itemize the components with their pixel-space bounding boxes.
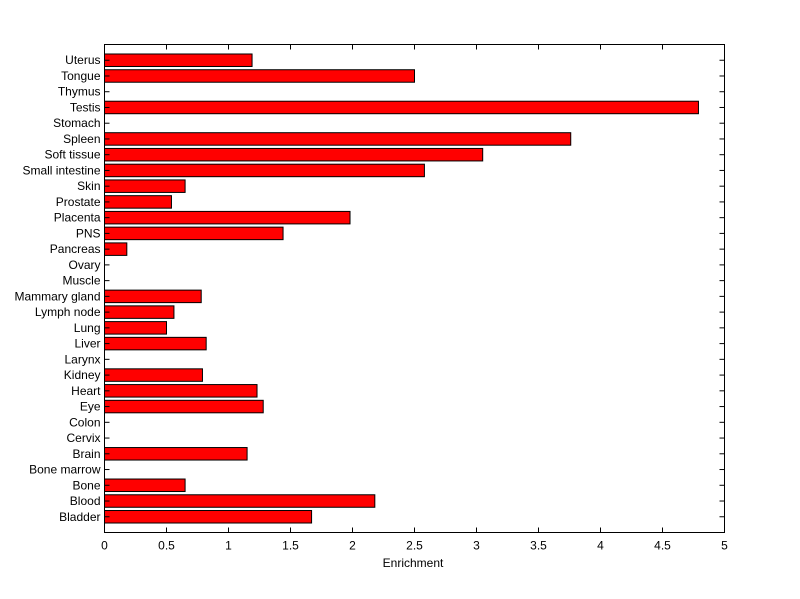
category-label: Bone [72, 478, 100, 492]
category-label: Ovary [68, 258, 100, 272]
category-label: Muscle [62, 274, 100, 288]
category-label: Kidney [64, 368, 101, 382]
category-label: Blood [70, 494, 101, 508]
category-label: Larynx [64, 352, 100, 366]
bar-mammary-gland [104, 289, 202, 304]
category-label: Bladder [59, 510, 100, 524]
bars-group [104, 53, 699, 524]
x-tick-label: 1 [225, 539, 232, 553]
category-label: Liver [74, 337, 100, 351]
bar-blood [104, 494, 376, 508]
category-label: Placenta [54, 211, 101, 225]
bar-small-intestine [104, 163, 425, 178]
category-label: Brain [72, 447, 100, 461]
x-tick-label: 0.5 [158, 539, 175, 553]
x-tick-label: 3.5 [530, 539, 547, 553]
bar-lung [104, 321, 167, 335]
bar-spleen [104, 132, 572, 146]
x-tick-label: 0 [101, 539, 108, 553]
category-label: Colon [69, 415, 100, 429]
category-label: Pancreas [50, 242, 101, 256]
bar-uterus [104, 53, 253, 67]
x-axis-title: Enrichment [383, 556, 444, 570]
category-label: Spleen [63, 132, 100, 146]
bar-kidney [104, 368, 203, 382]
x-tick-label: 5 [721, 539, 728, 553]
category-label: Cervix [66, 431, 100, 445]
category-label: Skin [77, 179, 100, 193]
bar-heart [104, 384, 258, 398]
x-tick-label: 4 [597, 539, 604, 553]
bar-testis [104, 100, 699, 115]
x-tick-label: 2.5 [406, 539, 423, 553]
bar-brain [104, 447, 248, 461]
category-label: Testis [70, 100, 101, 114]
bar-tongue [104, 69, 415, 83]
bar-bone [104, 478, 186, 493]
x-tick-label: 3 [473, 539, 480, 553]
bar-eye [104, 399, 264, 414]
bar-skin [104, 179, 186, 193]
x-tick-label: 1.5 [282, 539, 299, 553]
plot-frame [104, 44, 725, 533]
bar-placenta [104, 210, 351, 225]
x-tick-labels-group: 0 0.5 1 1.5 2 2.5 3 3.5 4 4.5 5 [101, 539, 728, 553]
category-label: Mammary gland [14, 289, 100, 303]
category-label: Bone marrow [29, 463, 101, 477]
x-tick-label: 4.5 [654, 539, 671, 553]
category-label: Tongue [61, 69, 101, 83]
bar-lymph-node [104, 305, 175, 319]
bar-bladder [104, 510, 313, 524]
category-label: Soft tissue [44, 148, 100, 162]
bar-liver [104, 336, 207, 351]
category-label: Lung [74, 321, 101, 335]
category-label: Lymph node [35, 305, 101, 319]
category-label: Eye [80, 400, 101, 414]
category-label: PNS [76, 226, 101, 240]
category-label: Uterus [65, 53, 100, 67]
bar-soft-tissue [104, 147, 484, 162]
x-tick-label: 2 [349, 539, 356, 553]
category-label: Heart [71, 384, 101, 398]
bar-prostate [104, 195, 172, 209]
bar-pns [104, 226, 284, 241]
category-label: Stomach [53, 116, 100, 130]
category-label: Thymus [58, 85, 101, 99]
category-label: Small intestine [22, 163, 100, 177]
category-label: Prostate [56, 195, 101, 209]
